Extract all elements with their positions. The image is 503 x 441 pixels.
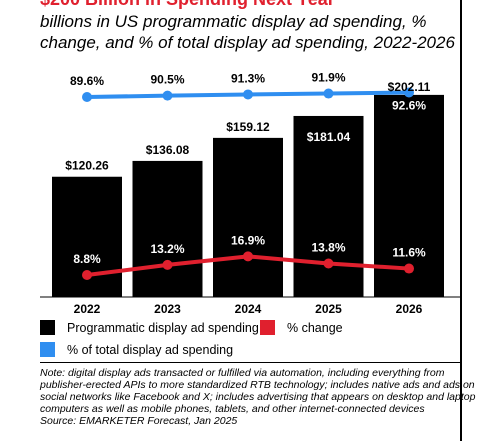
legend-label-spending: Programmatic display ad spending (67, 320, 259, 335)
x-tick-2025: 2025 (315, 302, 342, 316)
legend-label-share: % of total display ad spending (67, 342, 234, 357)
share-point-2025 (323, 88, 334, 99)
bar-label-2025: $181.04 (307, 130, 351, 144)
legend-item-change: % change (260, 320, 343, 335)
share-point-2023 (162, 90, 173, 101)
legend-swatch-change (260, 320, 275, 335)
change-label-2024: 16.9% (231, 233, 265, 247)
chart-plot: $120.26 $136.08 $159.12 $181.04 $202.11 89.6%… (40, 71, 460, 316)
x-tick-2024: 2024 (235, 302, 262, 316)
x-tick-2026: 2026 (396, 302, 423, 316)
change-point-2024 (243, 251, 253, 262)
legend-swatch-spending (40, 320, 55, 335)
change-label-2025: 13.8% (311, 241, 345, 255)
note-text: Note: digital display ads transacted or … (40, 367, 476, 415)
chart-title: $200 Billion in Spending Next Year (40, 0, 335, 9)
change-label-2026: 11.6% (392, 246, 426, 260)
legend-item-spending: Programmatic display ad spending (40, 320, 259, 335)
legend-swatch-share (40, 342, 55, 357)
chart-subtitle: billions in US programmatic display ad s… (40, 12, 455, 52)
change-label-2023: 13.2% (150, 242, 184, 256)
change-point-2022 (82, 270, 92, 280)
note-divider (40, 362, 460, 363)
source-text: Source: EMARKETER Forecast, Jan 2025 (40, 415, 238, 427)
note-block: Note: digital display ads transacted or … (40, 367, 480, 427)
bar-label-2026: $202.11 (388, 80, 431, 94)
bar-label-2024: $159.12 (226, 120, 270, 134)
change-point-2025 (323, 258, 334, 269)
share-point-2024 (243, 89, 253, 100)
frame-edge (460, 0, 462, 441)
bar-label-2023: $136.08 (146, 143, 190, 157)
share-point-2026 (404, 87, 414, 98)
bar-2026 (374, 94, 444, 297)
share-label-2026: 92.6% (392, 99, 426, 113)
share-label-2022: 89.6% (70, 74, 104, 88)
bar-2024 (213, 137, 283, 297)
legend-item-share: % of total display ad spending (40, 342, 233, 357)
legend-label-change: % change (287, 320, 343, 335)
change-point-2026 (404, 263, 414, 274)
share-label-2023: 90.5% (150, 73, 184, 87)
x-tick-2022: 2022 (74, 302, 101, 316)
change-label-2022: 8.8% (73, 252, 101, 266)
share-point-2022 (82, 92, 92, 102)
x-tick-2023: 2023 (154, 302, 181, 316)
bar-label-2022: $120.26 (65, 159, 109, 173)
share-label-2024: 91.3% (231, 71, 265, 85)
share-label-2025: 91.9% (311, 71, 345, 85)
bar-2023 (132, 160, 203, 297)
change-point-2023 (162, 259, 173, 270)
